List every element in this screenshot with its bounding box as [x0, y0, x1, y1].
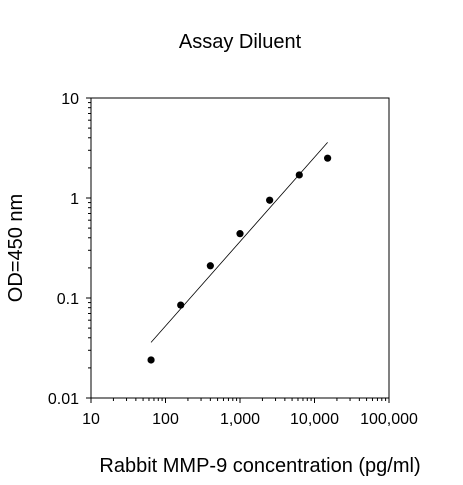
data-point [236, 230, 244, 238]
data-point [147, 356, 155, 364]
data-points [147, 154, 332, 364]
data-point [295, 171, 303, 179]
chart-title: Assay Diluent [179, 31, 302, 53]
x-tick-label: 10,000 [290, 411, 339, 428]
y-tick-label: 1 [70, 191, 79, 208]
x-tick-label: 100 [152, 411, 179, 428]
y-axis-ticks: 0.01 0.1 1 10 [48, 91, 91, 408]
data-point [206, 262, 214, 270]
data-point [266, 196, 274, 204]
y-tick-label: 0.01 [48, 391, 79, 408]
y-axis-title: OD=450 nm [5, 194, 27, 302]
y-tick-label: 0.1 [57, 291, 79, 308]
x-axis-ticks: 10 100 1,000 10,000 100,000 [82, 398, 418, 428]
plot-area-frame [90, 97, 390, 399]
x-tick-label: 10 [82, 411, 100, 428]
x-tick-label: 100,000 [360, 411, 418, 428]
data-point [324, 154, 332, 162]
x-tick-label: 1,000 [220, 411, 260, 428]
data-point [177, 301, 185, 309]
x-axis-title: Rabbit MMP-9 concentration (pg/ml) [99, 455, 420, 477]
y-tick-label: 10 [61, 91, 79, 108]
